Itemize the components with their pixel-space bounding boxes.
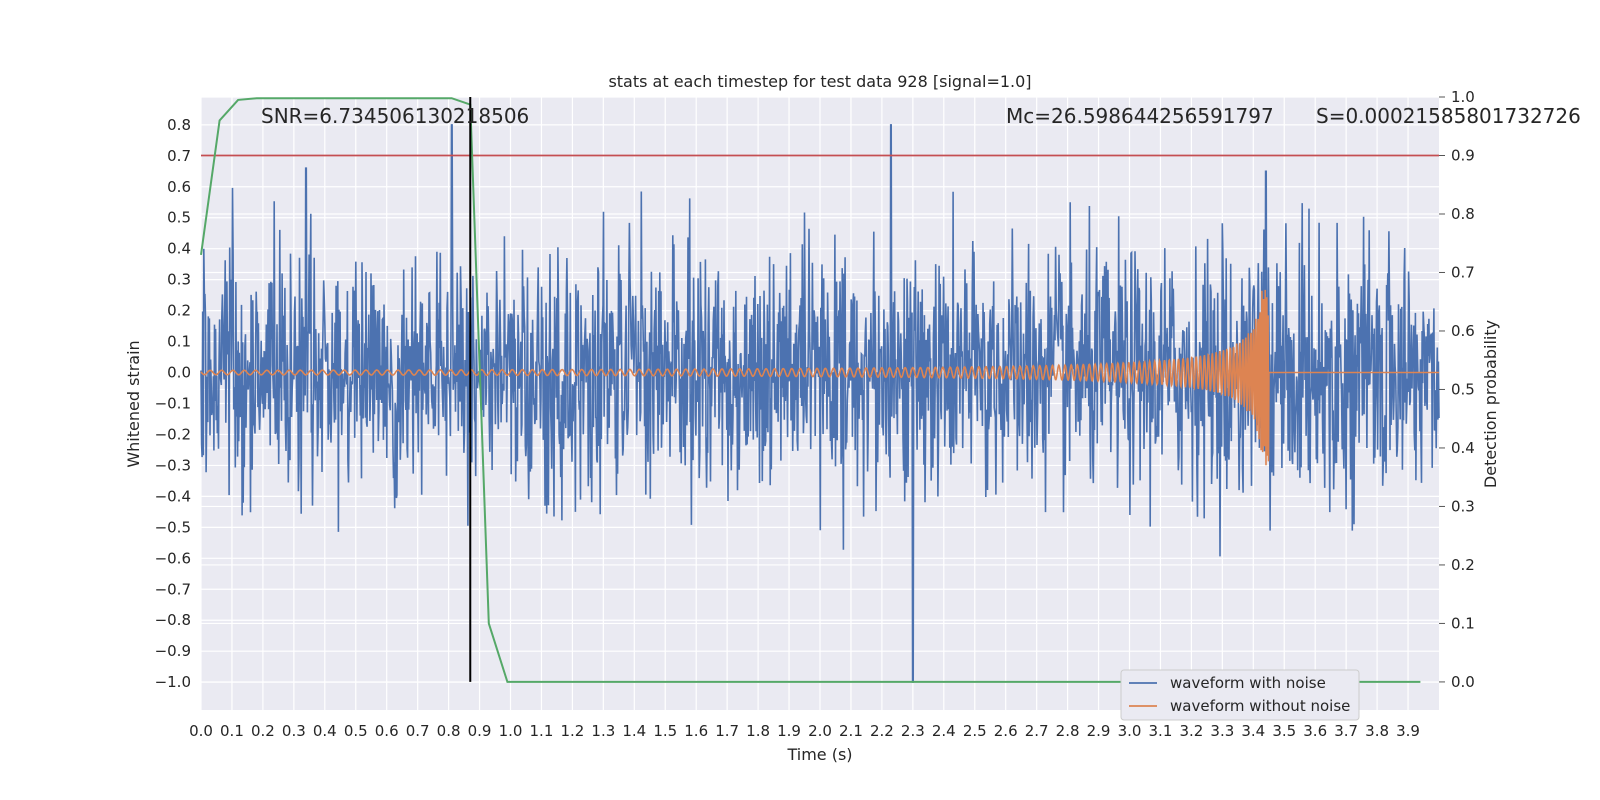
x-tick-label: 1.0 [499,722,523,740]
x-tick-label: 1.5 [653,722,677,740]
x-tick-label: 2.8 [1056,722,1080,740]
x-tick-label: 2.9 [1087,722,1111,740]
x-tick-label: 1.8 [746,722,770,740]
x-tick-label: 1.1 [530,722,554,740]
y2-tick-label: 1.0 [1451,88,1475,106]
y2-tick-label: 0.0 [1451,673,1475,691]
x-tick-label: 0.7 [406,722,430,740]
x-tick-label: 2.6 [994,722,1018,740]
y-tick-label: 0.8 [167,116,191,134]
legend-label-noise: waveform with noise [1170,674,1326,692]
legend-label-clean: waveform without noise [1170,697,1350,715]
x-tick-label: 3.9 [1396,722,1420,740]
x-tick-label: 0.2 [251,722,275,740]
x-tick-label: 0.6 [375,722,399,740]
y-tick-label: −0.6 [155,549,191,567]
x-axis-label: Time (s) [786,745,852,764]
y-tick-label: −0.8 [155,611,191,629]
y-tick-label: 0.6 [167,178,191,196]
x-tick-label: 3.1 [1149,722,1173,740]
y2-axis-label: Detection probability [1481,320,1500,488]
series-detection-probability [200,97,1421,683]
y2-tick-label: 0.7 [1451,263,1475,281]
x-tick-label: 3.0 [1118,722,1142,740]
y-tick-label: 0.7 [167,147,191,165]
x-tick-label: 0.3 [282,722,306,740]
x-tick-label: 0.5 [344,722,368,740]
x-tick-label: 3.2 [1179,722,1203,740]
x-tick-label: 0.9 [468,722,492,740]
y2-tick-label: 0.3 [1451,497,1475,515]
x-tick-label: 2.1 [839,722,863,740]
detection-probability-line [200,97,1421,683]
x-tick-label: 2.4 [932,722,956,740]
x-tick-label: 1.7 [715,722,739,740]
x-tick-labels: 0.0 0.1 0.2 0.3 0.4 0.5 0.6 0.7 0.8 0.9 1.0 1.1 1.2 1… [189,722,1420,740]
legend: waveform with noise waveform without noi… [1120,669,1360,721]
snr-annotation: SNR=6.734506130218506 [261,104,529,128]
y-tick-label: 0.5 [167,209,191,227]
x-tick-label: 2.0 [808,722,832,740]
x-tick-label: 1.3 [591,722,615,740]
clean-waveform-line [200,289,1439,466]
x-tick-label: 2.2 [870,722,894,740]
y2-tick-labels: 1.0 0.9 0.8 0.7 0.6 0.5 0.4 0.3 0.2 0.1 0.0 [1439,88,1475,691]
y-tick-label: −0.5 [155,518,191,536]
x-tick-label: 1.2 [560,722,584,740]
x-tick-label: 3.8 [1365,722,1389,740]
x-tick-label: 0.8 [437,722,461,740]
s-annotation: S=0.00021585801732726 [1316,104,1581,128]
y-tick-label: 0.2 [167,302,191,320]
chart-title: stats at each timestep for test data 928… [608,72,1031,91]
x-tick-label: 3.3 [1210,722,1234,740]
mc-annotation: Mc=26.598644256591797 [1006,104,1274,128]
x-tick-label: 0.1 [220,722,244,740]
x-tick-label: 3.6 [1303,722,1327,740]
y2-tick-label: 0.6 [1451,322,1475,340]
x-tick-label: 0.0 [189,722,213,740]
x-tick-label: 0.4 [313,722,337,740]
x-tick-label: 3.4 [1241,722,1265,740]
x-tick-label: 1.4 [622,722,646,740]
x-tick-label: 1.6 [684,722,708,740]
y-tick-label: 0.0 [167,364,191,382]
series-waveform-without-noise [200,289,1439,466]
y-tick-label: −0.3 [155,456,191,474]
x-tick-label: 3.7 [1334,722,1358,740]
y2-tick-label: 0.5 [1451,380,1475,398]
y-tick-label: −0.1 [155,395,191,413]
y2-tick-label: 0.4 [1451,439,1475,457]
y-tick-label: 0.3 [167,271,191,289]
legend-box [1120,669,1360,721]
x-tick-label: 2.7 [1025,722,1049,740]
y2-tick-label: 0.8 [1451,205,1475,223]
y-axis-label: Whitened strain [124,340,143,467]
y2-tick-label: 0.2 [1451,556,1475,574]
x-tick-label: 2.3 [901,722,925,740]
y-tick-label: −0.4 [155,487,191,505]
x-tick-label: 2.5 [963,722,987,740]
y2-tick-label: 0.1 [1451,614,1475,632]
y-tick-label: 0.4 [167,240,191,258]
y-tick-labels: 0.8 0.7 0.6 0.5 0.4 0.3 0.2 0.1 0.0 −0.1 −0.2 −0.3 −… [155,116,191,691]
y-tick-label: 0.1 [167,333,191,351]
y-tick-label: −0.9 [155,642,191,660]
x-tick-label: 1.9 [777,722,801,740]
y-tick-label: −1.0 [155,673,191,691]
x-tick-label: 3.5 [1272,722,1296,740]
y2-tick-label: 0.9 [1451,146,1475,164]
y-tick-label: −0.2 [155,425,191,443]
y-tick-label: −0.7 [155,580,191,598]
